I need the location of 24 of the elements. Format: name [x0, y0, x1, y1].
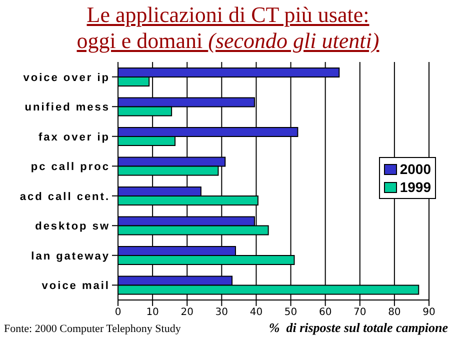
x-tick-label: 60: [318, 307, 332, 318]
x-tick-label: 90: [422, 307, 436, 318]
y-tick-label: desktop sw: [35, 220, 110, 233]
y-tick-label: voice over ip: [23, 72, 110, 84]
x-tick-label: 70: [354, 307, 366, 318]
y-tick-label: voice mail: [42, 280, 110, 292]
x-tick-label: 40: [250, 307, 263, 318]
x-axis-title: % di risposte sul totale campione: [268, 320, 448, 336]
legend-label: 2000: [400, 160, 431, 178]
x-tick-label: 0: [114, 307, 122, 318]
y-tick-label: pc call proc: [30, 161, 110, 174]
y-tick-label: fax over ip: [38, 131, 110, 144]
x-tick-label: 10: [146, 307, 159, 318]
chart-title: Le applicazioni di CT più usate:: [86, 2, 370, 28]
x-tick-label: 50: [284, 307, 298, 318]
source-note: Fonte: 2000 Computer Telephony Study: [4, 323, 181, 335]
legend-label: 1999: [400, 178, 431, 196]
chart-subtitle: oggi e domani (secondo gli utenti): [76, 28, 380, 54]
x-tick-label: 30: [215, 307, 228, 318]
x-tick-label: 80: [388, 307, 401, 318]
y-tick-label: unified mess: [24, 102, 110, 114]
x-tick-label: 20: [180, 307, 194, 318]
y-tick-label: lan gateway: [31, 250, 110, 262]
y-tick-label: acd call cent.: [20, 190, 110, 203]
